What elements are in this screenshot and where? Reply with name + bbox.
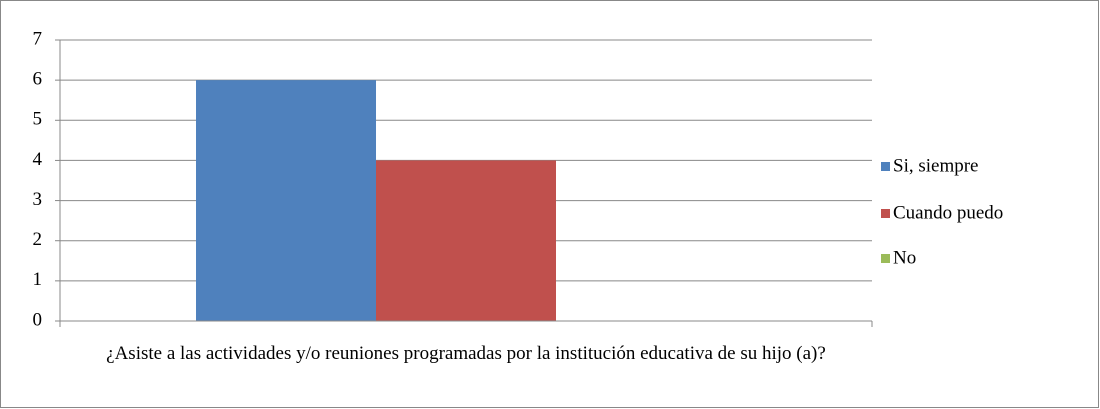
y-tick-label: 0 — [33, 309, 43, 330]
y-tick-label: 2 — [33, 229, 43, 250]
legend-label: Cuando puedo — [893, 202, 1003, 223]
y-tick-label: 3 — [33, 189, 43, 210]
y-tick-label: 5 — [33, 109, 43, 130]
legend-label: No — [893, 247, 916, 268]
legend-swatch — [881, 254, 890, 263]
x-tick-label: ¿Asiste a las actividades y/o reuniones … — [106, 343, 826, 364]
y-tick-label: 4 — [33, 149, 43, 170]
bar — [196, 80, 377, 322]
y-tick-label: 6 — [33, 69, 43, 90]
y-tick-label: 1 — [33, 269, 43, 290]
bar — [376, 160, 556, 321]
y-tick-label: 7 — [33, 28, 43, 49]
legend-swatch — [881, 162, 890, 171]
legend-swatch — [881, 209, 890, 218]
legend-label: Si, siempre — [893, 155, 979, 176]
